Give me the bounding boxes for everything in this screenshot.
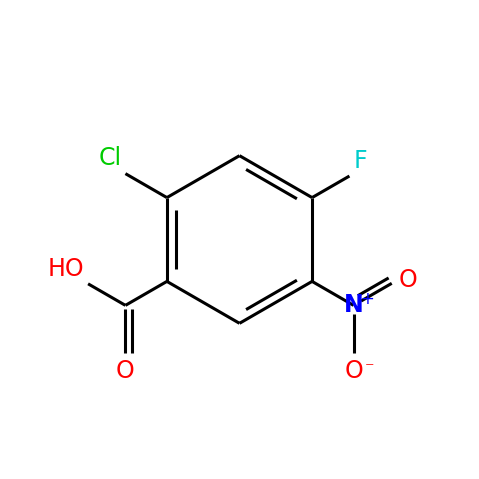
Text: O: O [344,359,363,383]
Text: F: F [353,149,367,173]
Text: ⁻: ⁻ [365,360,375,378]
Text: O: O [399,268,418,292]
Text: O: O [116,359,135,383]
Text: N: N [344,293,364,318]
Text: +: + [360,290,374,308]
Text: Cl: Cl [99,146,122,170]
Text: HO: HO [47,257,84,281]
